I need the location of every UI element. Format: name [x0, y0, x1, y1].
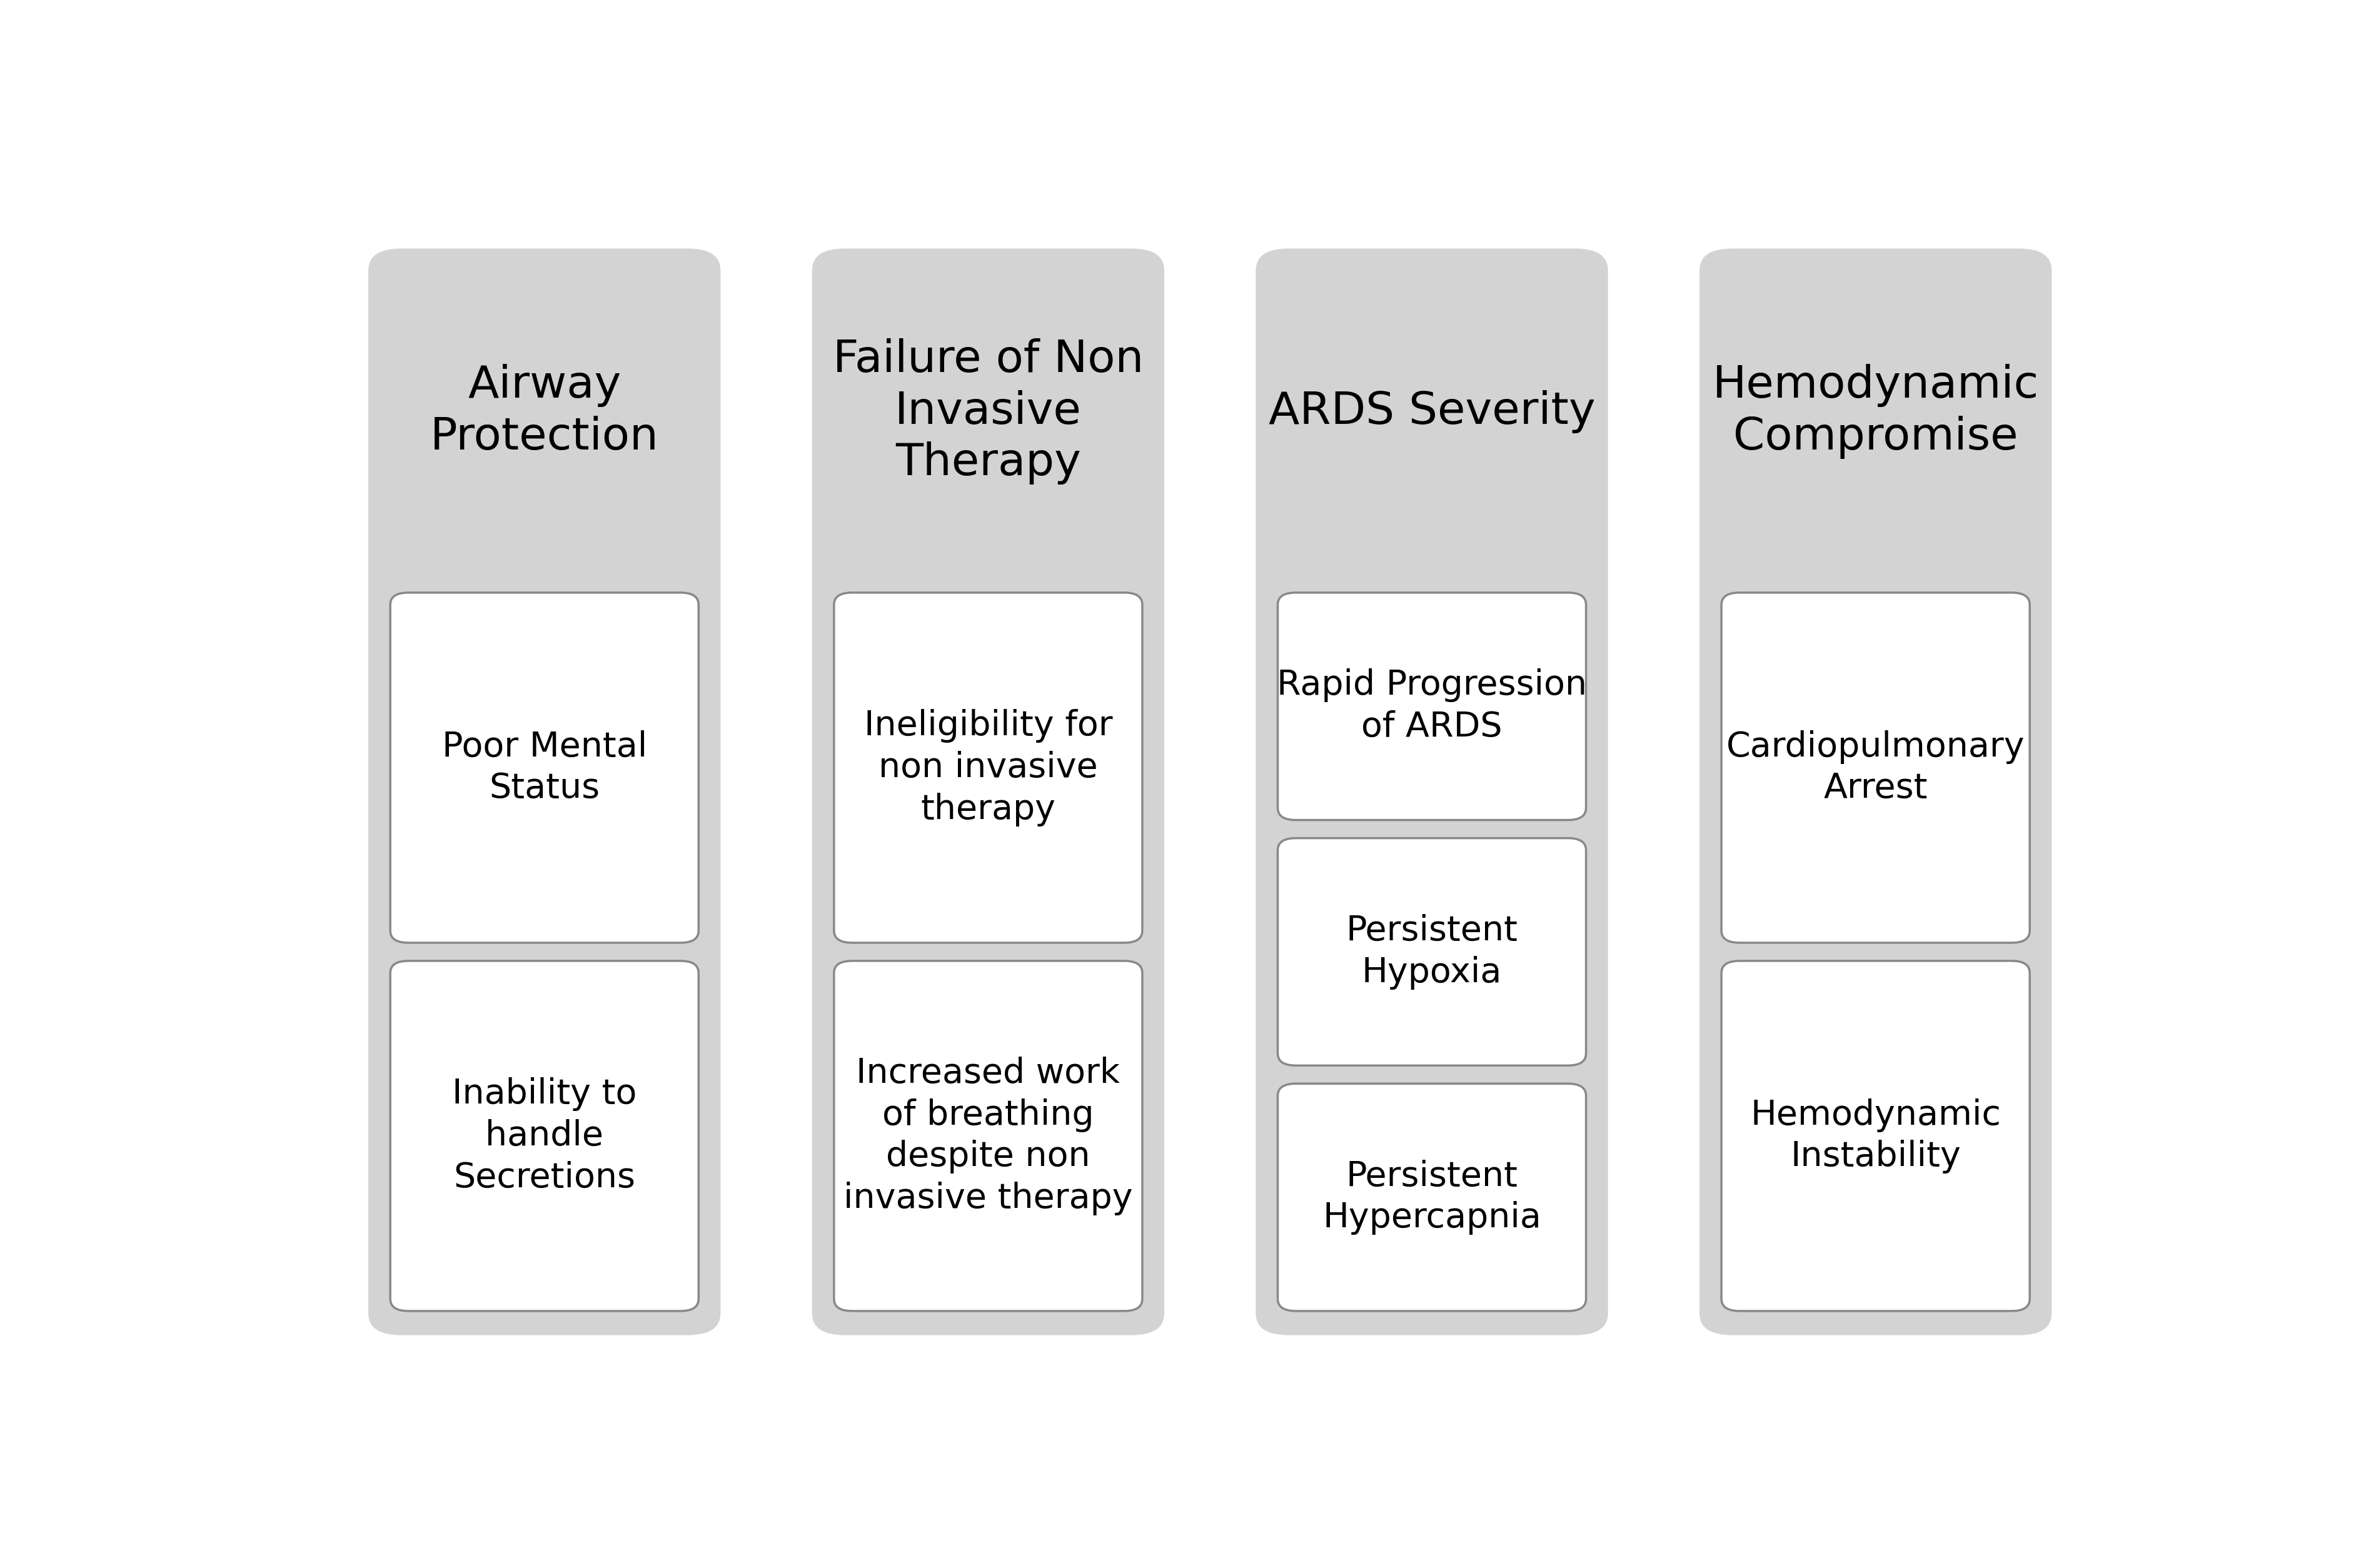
Text: Hemodynamic
Instability: Hemodynamic Instability: [1750, 1098, 2002, 1173]
Text: Poor Mental
Status: Poor Mental Status: [442, 731, 647, 806]
Text: Hemodynamic
Compromise: Hemodynamic Compromise: [1712, 364, 2040, 459]
Text: Persistent
Hypercapnia: Persistent Hypercapnia: [1322, 1160, 1542, 1236]
FancyBboxPatch shape: [1277, 1083, 1587, 1311]
Text: Inability to
handle
Secretions: Inability to handle Secretions: [451, 1077, 637, 1195]
FancyBboxPatch shape: [390, 593, 699, 942]
FancyBboxPatch shape: [812, 248, 1164, 1336]
FancyBboxPatch shape: [1721, 961, 2030, 1311]
Text: ARDS Severity: ARDS Severity: [1268, 390, 1596, 433]
FancyBboxPatch shape: [1721, 593, 2030, 942]
FancyBboxPatch shape: [833, 593, 1143, 942]
Text: Increased work
of breathing
despite non
invasive therapy: Increased work of breathing despite non …: [843, 1057, 1133, 1215]
Text: Airway
Protection: Airway Protection: [430, 364, 659, 459]
FancyBboxPatch shape: [833, 961, 1143, 1311]
Text: Ineligibility for
non invasive
therapy: Ineligibility for non invasive therapy: [864, 709, 1112, 826]
FancyBboxPatch shape: [1277, 839, 1587, 1066]
Text: Rapid Progression
of ARDS: Rapid Progression of ARDS: [1277, 668, 1587, 745]
FancyBboxPatch shape: [1700, 248, 2052, 1336]
Text: Persistent
Hypoxia: Persistent Hypoxia: [1346, 914, 1518, 989]
Text: Failure of Non
Invasive
Therapy: Failure of Non Invasive Therapy: [833, 339, 1143, 485]
FancyBboxPatch shape: [368, 248, 720, 1336]
FancyBboxPatch shape: [1277, 593, 1587, 820]
FancyBboxPatch shape: [390, 961, 699, 1311]
FancyBboxPatch shape: [1256, 248, 1608, 1336]
Text: Cardiopulmonary
Arrest: Cardiopulmonary Arrest: [1726, 731, 2026, 806]
